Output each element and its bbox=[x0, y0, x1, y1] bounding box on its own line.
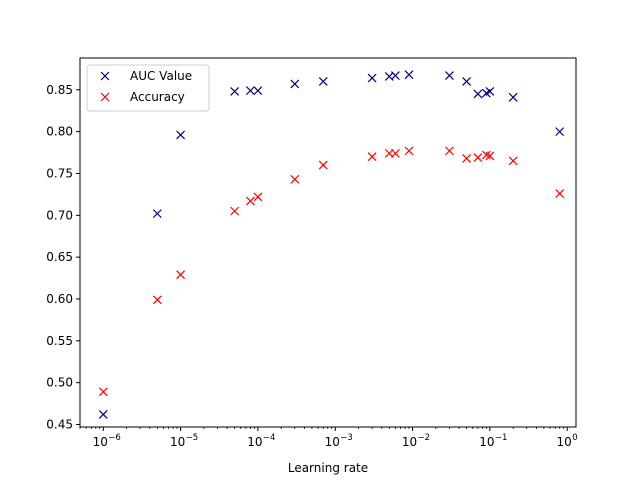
y-tick-label: 0.60 bbox=[46, 292, 73, 306]
data-point bbox=[152, 295, 162, 305]
y-tick-label: 0.75 bbox=[46, 166, 73, 180]
data-point bbox=[404, 146, 414, 156]
data-point bbox=[176, 130, 186, 140]
x-axis-label: Learning rate bbox=[288, 461, 368, 475]
data-point bbox=[390, 71, 400, 80]
data-point bbox=[290, 79, 300, 89]
series-accuracy bbox=[98, 146, 565, 397]
data-point bbox=[318, 77, 328, 86]
y-tick-label: 0.65 bbox=[46, 250, 73, 264]
x-tick-exponent: −5 bbox=[186, 433, 199, 443]
x-tick-exponent: −4 bbox=[263, 433, 276, 443]
data-point bbox=[555, 127, 565, 137]
data-point bbox=[367, 73, 377, 83]
data-point bbox=[473, 89, 483, 99]
data-point bbox=[98, 410, 108, 419]
data-point bbox=[318, 160, 328, 170]
x-tick-label: 10 bbox=[325, 435, 340, 449]
data-point bbox=[253, 86, 263, 96]
x-tick-exponent: −2 bbox=[418, 433, 431, 443]
x-tick-label: 10 bbox=[93, 435, 108, 449]
x-axis: 10 −6 10 −5 10 −4 10 −3 10 −2 10 −1 10 0 bbox=[79, 427, 578, 449]
x-tick-label: 10 bbox=[247, 435, 262, 449]
data-point bbox=[253, 192, 263, 202]
y-tick-label: 0.50 bbox=[46, 376, 73, 390]
data-point bbox=[508, 156, 518, 166]
data-point bbox=[481, 150, 491, 160]
x-tick-label: 10 bbox=[402, 435, 417, 449]
data-point bbox=[462, 153, 472, 163]
data-point bbox=[473, 153, 483, 162]
x-tick-exponent: −6 bbox=[108, 433, 121, 443]
series-auc-value bbox=[98, 70, 565, 419]
y-tick-label: 0.70 bbox=[46, 208, 73, 222]
legend-marker bbox=[100, 71, 110, 81]
x-tick-label: 10 bbox=[170, 435, 185, 449]
x-tick-label: 10 bbox=[557, 435, 572, 449]
data-point bbox=[245, 86, 255, 96]
legend-marker bbox=[100, 92, 110, 102]
x-tick-exponent: 0 bbox=[572, 433, 577, 443]
data-point bbox=[485, 87, 495, 96]
data-point bbox=[555, 189, 565, 198]
data-point bbox=[390, 148, 400, 158]
data-point bbox=[445, 146, 454, 156]
y-axis: 0.45 0.50 0.55 0.60 0.65 0.70 0.75 0.80 0.85 bbox=[46, 83, 80, 431]
y-tick-label: 0.85 bbox=[46, 83, 73, 97]
x-tick-exponent: −3 bbox=[340, 433, 353, 443]
y-tick-label: 0.55 bbox=[46, 334, 73, 348]
data-point bbox=[485, 151, 495, 161]
data-point bbox=[152, 209, 162, 219]
data-point bbox=[367, 152, 377, 162]
data-point bbox=[230, 206, 240, 216]
legend-label: AUC Value bbox=[130, 69, 192, 83]
data-point bbox=[98, 387, 108, 397]
legend: AUC Value Accuracy bbox=[86, 64, 210, 112]
data-point bbox=[230, 87, 240, 96]
legend-box bbox=[86, 64, 210, 112]
data-point bbox=[404, 70, 414, 80]
x-tick-label: 10 bbox=[479, 435, 494, 449]
legend-label: Accuracy bbox=[130, 90, 185, 104]
y-tick-label: 0.45 bbox=[46, 417, 73, 431]
data-point bbox=[245, 196, 255, 206]
data-point bbox=[508, 92, 518, 102]
data-point bbox=[462, 77, 472, 86]
y-tick-label: 0.80 bbox=[46, 125, 73, 139]
data-point bbox=[176, 270, 186, 280]
data-point bbox=[445, 71, 454, 80]
x-tick-exponent: −1 bbox=[495, 433, 508, 443]
data-point bbox=[290, 174, 300, 184]
